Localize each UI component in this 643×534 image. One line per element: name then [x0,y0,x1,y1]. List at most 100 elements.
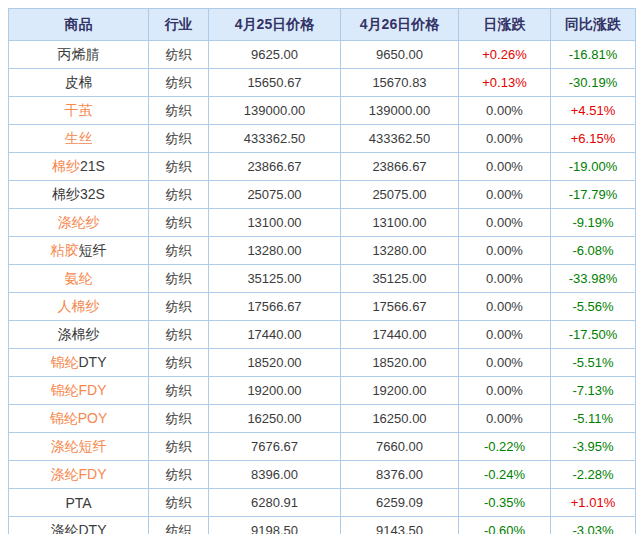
price-apr25-cell: 16250.00 [209,405,341,433]
daily-change-cell: 0.00% [459,405,551,433]
yoy-change-cell: -16.81% [551,41,636,69]
price-apr26-cell: 23866.67 [341,153,459,181]
table-body: 丙烯腈 纺织 9625.00 9650.00 +0.26% -16.81% 皮棉… [9,41,636,534]
table-row: 氨纶 纺织 35125.00 35125.00 0.00% -33.98% [9,265,636,293]
daily-change-cell: 0.00% [459,321,551,349]
table-row: 丙烯腈 纺织 9625.00 9650.00 +0.26% -16.81% [9,41,636,69]
commodity-link[interactable]: 涤纶短纤 [51,438,107,454]
price-apr25-cell: 9198.50 [209,517,341,534]
column-header-1: 行业 [149,9,209,41]
commodity-link[interactable]: 涤纶纱 [58,214,100,230]
commodity-name-cell: 干茧 [9,97,149,125]
industry-cell: 纺织 [149,349,209,377]
commodity-name-cell: 涤纶短纤 [9,433,149,461]
yoy-change-cell: -30.19% [551,69,636,97]
table-row: 皮棉 纺织 15650.67 15670.83 +0.13% -30.19% [9,69,636,97]
price-apr26-cell: 16250.00 [341,405,459,433]
commodity-name-label: 21S [80,158,105,174]
price-apr25-cell: 13100.00 [209,209,341,237]
commodity-name-cell: 涤纶纱 [9,209,149,237]
price-apr25-cell: 9625.00 [209,41,341,69]
yoy-change-cell: -5.51% [551,349,636,377]
yoy-change-cell: -2.28% [551,461,636,489]
price-apr26-cell: 139000.00 [341,97,459,125]
price-apr25-cell: 18520.00 [209,349,341,377]
commodity-link[interactable]: 锦纶FDY [51,382,107,398]
commodity-name-label: 涤棉纱 [58,326,100,342]
industry-cell: 纺织 [149,461,209,489]
commodity-name-cell: 粘胶短纤 [9,237,149,265]
price-apr26-cell: 433362.50 [341,125,459,153]
yoy-change-cell: -17.79% [551,181,636,209]
table-row: 涤纶DTY 纺织 9198.50 9143.50 -0.60% -3.03% [9,517,636,534]
industry-cell: 纺织 [149,321,209,349]
price-apr25-cell: 35125.00 [209,265,341,293]
price-apr25-cell: 19200.00 [209,377,341,405]
commodity-name-cell: 生丝 [9,125,149,153]
daily-change-cell: +0.26% [459,41,551,69]
commodity-link[interactable]: 锦纶 [51,354,79,370]
table-row: 涤棉纱 纺织 17440.00 17440.00 0.00% -17.50% [9,321,636,349]
daily-change-cell: -0.24% [459,461,551,489]
commodity-name-label: PTA [65,495,91,511]
commodity-name-cell: 涤棉纱 [9,321,149,349]
industry-cell: 纺织 [149,41,209,69]
price-apr25-cell: 15650.67 [209,69,341,97]
yoy-change-cell: +1.01% [551,489,636,517]
price-apr25-cell: 13280.00 [209,237,341,265]
commodity-link[interactable]: 涤纶FDY [51,466,107,482]
commodity-link[interactable]: 锦纶POY [50,410,108,426]
industry-cell: 纺织 [149,97,209,125]
commodity-link[interactable]: 人棉纱 [58,298,100,314]
price-apr26-cell: 9143.50 [341,517,459,534]
industry-cell: 纺织 [149,517,209,534]
daily-change-cell: -0.60% [459,517,551,534]
column-header-0: 商品 [9,9,149,41]
price-apr26-cell: 19200.00 [341,377,459,405]
price-apr26-cell: 8376.00 [341,461,459,489]
industry-cell: 纺织 [149,153,209,181]
industry-cell: 纺织 [149,209,209,237]
table-row: 棉纱21S 纺织 23866.67 23866.67 0.00% -19.00% [9,153,636,181]
table-header: 商品行业4月25日价格4月26日价格日涨跌同比涨跌 [9,9,636,41]
price-apr26-cell: 13280.00 [341,237,459,265]
price-apr25-cell: 433362.50 [209,125,341,153]
daily-change-cell: 0.00% [459,209,551,237]
commodity-name-cell: 锦纶POY [9,405,149,433]
price-apr26-cell: 25075.00 [341,181,459,209]
price-apr26-cell: 18520.00 [341,349,459,377]
commodity-link[interactable]: 棉纱 [52,158,80,174]
daily-change-cell: -0.22% [459,433,551,461]
table-row: 粘胶短纤 纺织 13280.00 13280.00 0.00% -6.08% [9,237,636,265]
table-row: 生丝 纺织 433362.50 433362.50 0.00% +6.15% [9,125,636,153]
table-row: 锦纶FDY 纺织 19200.00 19200.00 0.00% -7.13% [9,377,636,405]
commodity-name-label: 丙烯腈 [58,46,100,62]
yoy-change-cell: +4.51% [551,97,636,125]
yoy-change-cell: +6.15% [551,125,636,153]
price-apr25-cell: 25075.00 [209,181,341,209]
price-apr25-cell: 139000.00 [209,97,341,125]
yoy-change-cell: -19.00% [551,153,636,181]
commodity-name-label: 皮棉 [65,74,93,90]
commodity-name-cell: PTA [9,489,149,517]
table-row: 人棉纱 纺织 17566.67 17566.67 0.00% -5.56% [9,293,636,321]
commodity-link[interactable]: 干茧 [65,102,93,118]
table-row: 涤纶短纤 纺织 7676.67 7660.00 -0.22% -3.95% [9,433,636,461]
commodity-name-cell: 丙烯腈 [9,41,149,69]
daily-change-cell: 0.00% [459,377,551,405]
commodity-name-cell: 皮棉 [9,69,149,97]
commodity-link[interactable]: 生丝 [65,130,93,146]
commodity-link[interactable]: 粘胶 [51,242,79,258]
industry-cell: 纺织 [149,69,209,97]
table-row: 锦纶DTY 纺织 18520.00 18520.00 0.00% -5.51% [9,349,636,377]
industry-cell: 纺织 [149,293,209,321]
daily-change-cell: 0.00% [459,349,551,377]
price-apr25-cell: 6280.91 [209,489,341,517]
commodity-link[interactable]: 氨纶 [65,270,93,286]
daily-change-cell: 0.00% [459,181,551,209]
industry-cell: 纺织 [149,405,209,433]
table-row: 棉纱32S 纺织 25075.00 25075.00 0.00% -17.79% [9,181,636,209]
yoy-change-cell: -9.19% [551,209,636,237]
daily-change-cell: 0.00% [459,125,551,153]
commodity-name-cell: 人棉纱 [9,293,149,321]
